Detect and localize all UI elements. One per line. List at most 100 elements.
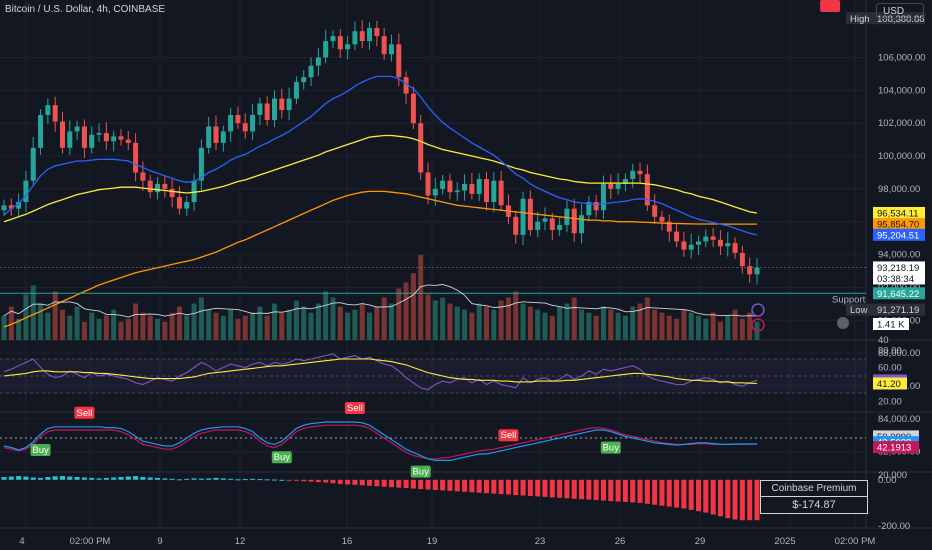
volume-bar — [564, 303, 570, 340]
candle-body — [103, 133, 109, 142]
volume-bar — [213, 312, 219, 340]
premium-bar — [484, 479, 490, 494]
volume-bar — [315, 303, 321, 340]
candle-body — [279, 98, 285, 111]
premium-bar — [593, 479, 599, 501]
volume-bar — [74, 306, 80, 340]
rsi-pane[interactable] — [0, 353, 866, 394]
candle-body — [213, 126, 219, 143]
volume-bar — [674, 318, 680, 340]
premium-bar — [440, 479, 446, 491]
time-tick-label: 2025 — [774, 536, 795, 547]
candle-body — [542, 218, 548, 222]
volume-bar — [491, 309, 497, 340]
premium-bar — [8, 476, 14, 480]
candle-body — [198, 147, 204, 181]
candle-body — [484, 179, 490, 203]
premium-bar — [45, 477, 51, 480]
currency-selector[interactable]: USD — [876, 3, 924, 19]
time-axis[interactable]: 4 02:00 PM 9 12 16 19 23 26 29 2025 02:00 PM — [19, 536, 875, 547]
volume-bar — [381, 297, 387, 340]
candle-body — [184, 202, 190, 209]
price-tag: 91,645.22 — [877, 289, 919, 300]
volume-bar — [681, 309, 687, 340]
premium-bar — [52, 476, 58, 480]
price-pane[interactable]: Support — [0, 20, 866, 340]
signal-label: Sell — [76, 408, 92, 419]
volume-bar — [710, 312, 716, 340]
candle-body — [732, 243, 738, 253]
candle-body — [396, 44, 402, 78]
rsi-ma-line — [3, 358, 758, 385]
volume-bar — [301, 306, 307, 340]
volume-bar — [484, 306, 490, 340]
volume-bar — [345, 312, 351, 340]
volume-bar — [308, 312, 314, 340]
premium-bar — [140, 477, 146, 480]
premium-bar — [367, 479, 373, 486]
candle-body — [491, 180, 497, 203]
ema-slow-line — [3, 190, 757, 328]
volume-bar — [535, 309, 541, 340]
volume-bar — [133, 303, 139, 340]
signal-label: Sell — [347, 403, 363, 414]
volume-bar — [652, 309, 658, 340]
price-tag-bg — [873, 303, 925, 316]
oscillator-pane[interactable]: Buy Sell Buy Sell Buy Sell Buy Sell — [0, 0, 866, 478]
premium-bar — [308, 479, 314, 482]
signal-label: Buy — [413, 467, 430, 478]
volume-bar — [89, 312, 95, 340]
volume-bar — [462, 309, 468, 340]
candle-body — [308, 65, 314, 78]
candle-body — [330, 36, 336, 42]
price-tag-bg — [873, 261, 925, 274]
price-tag-bg — [873, 206, 925, 219]
candle-body — [257, 103, 263, 115]
price-axis[interactable]: 106,000.00 104,000.00 102,000.00 100,000.00… — [846, 12, 926, 532]
candle-body — [264, 103, 270, 120]
volume-bar — [410, 273, 416, 340]
premium-bar — [615, 479, 621, 502]
price-tick-label: 94,000.00 — [878, 250, 920, 261]
volume-bar — [454, 306, 460, 340]
candle-body — [549, 218, 555, 230]
volume-tag: 1.41 K — [877, 320, 905, 331]
premium-bar — [462, 479, 468, 492]
signal-badge — [344, 402, 365, 414]
support-label: Support — [832, 294, 866, 305]
premium-bar — [38, 477, 44, 480]
price-tick-label: 100,000.00 — [878, 151, 926, 162]
candle-body — [666, 221, 672, 232]
price-tag-caption-bg — [846, 12, 874, 25]
candle-body — [447, 180, 453, 193]
premium-bar — [717, 479, 723, 517]
volume-bar — [184, 315, 190, 340]
price-tag: 91,271.19 — [877, 305, 919, 316]
time-tick-label: 02:00 PM — [70, 536, 111, 547]
volume-bar — [235, 318, 241, 340]
price-tag: 95,204.51 — [877, 230, 919, 241]
volume-bar — [52, 291, 58, 340]
volume-bar — [242, 315, 248, 340]
add-indicator-icon — [751, 303, 765, 317]
candle-body — [476, 179, 482, 194]
volume-bar — [155, 318, 161, 340]
volume-bar — [469, 312, 475, 340]
candle-body — [59, 121, 65, 148]
candle-body — [315, 57, 321, 66]
volume-bar — [257, 306, 263, 340]
premium-pane[interactable] — [1, 476, 760, 521]
premium-bar — [674, 479, 680, 508]
premium-bar — [505, 479, 511, 495]
premium-bar — [425, 479, 431, 490]
volume-bar — [666, 315, 672, 340]
candle-body — [520, 198, 526, 235]
volume-bar — [593, 315, 599, 340]
price-tag-bg — [873, 272, 925, 285]
volume-bar — [527, 306, 533, 340]
candle-body — [630, 170, 636, 180]
premium-bar — [242, 479, 248, 481]
premium-bar — [688, 479, 694, 510]
candle-body — [45, 105, 51, 115]
